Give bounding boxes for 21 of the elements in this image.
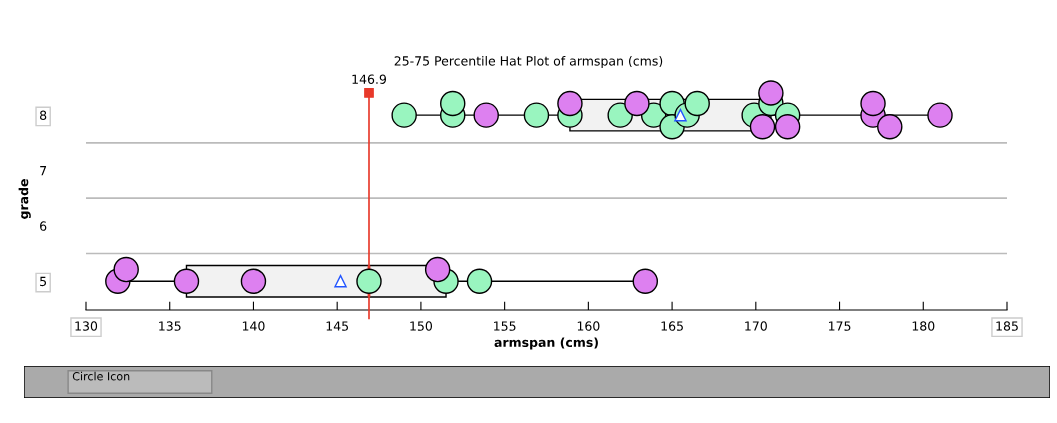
x-tick-label: 185 xyxy=(996,321,1018,331)
y-tick-label: 7 xyxy=(40,166,47,176)
x-tick-label: 155 xyxy=(494,321,516,331)
y-axis-title: grade xyxy=(18,179,31,219)
x-tick-label: 175 xyxy=(828,321,851,331)
text: Circle Icon xyxy=(72,371,130,381)
y-tick-label: 8 xyxy=(40,110,47,121)
x-tick-label: 130 xyxy=(75,321,98,331)
y-tick-label: 6 xyxy=(40,221,47,231)
x-tick-label: 140 xyxy=(242,321,265,331)
chart-title: 25-75 Percentile Hat Plot of armspan (cms) xyxy=(394,55,663,69)
ref-line-label: 146.9 xyxy=(352,74,387,84)
x-tick-label: 135 xyxy=(159,321,181,331)
x-tick-label: 170 xyxy=(745,321,767,331)
x-tick-label: 150 xyxy=(410,321,433,331)
x-tick-label: 160 xyxy=(577,321,600,331)
x-tick-label: 180 xyxy=(912,321,935,331)
x-tick-label: 145 xyxy=(326,321,349,331)
x-axis-title: armspan (cms) xyxy=(494,337,598,350)
x-tick-label: 165 xyxy=(661,321,683,331)
y-tick-label: 5 xyxy=(40,276,47,287)
